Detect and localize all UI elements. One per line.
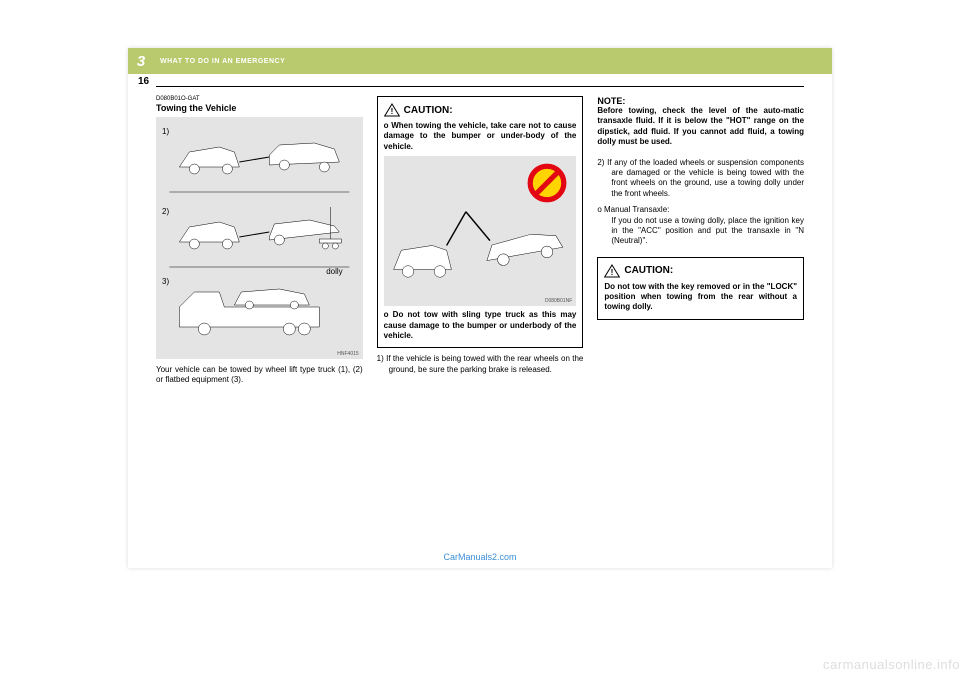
caution-text-1: o When towing the vehicle, take care not… <box>384 121 577 152</box>
doc-code: D080B01O-GAT <box>156 96 363 102</box>
column-3: NOTE: Before towing, check the level of … <box>597 96 804 548</box>
fig-label-3: 3) <box>162 277 169 286</box>
manual-transaxle-body: If you do not use a towing dolly, place … <box>611 216 804 247</box>
caution-box-1: ! CAUTION: o When towing the vehicle, ta… <box>377 96 584 348</box>
fig-label-1: 1) <box>162 127 169 136</box>
caution-header-1: ! CAUTION: <box>384 103 577 117</box>
sling-tow-figure: D080B01NF <box>384 156 577 306</box>
fig-label-dolly: dolly <box>326 267 342 276</box>
note-body: Before towing, check the level of the au… <box>597 106 804 148</box>
note-item-2: 2) If any of the loaded wheels or suspen… <box>597 158 804 200</box>
manual-page: 3 WHAT TO DO IN AN EMERGENCY 16 D080B01O… <box>128 48 832 568</box>
page-header: 3 WHAT TO DO IN AN EMERGENCY <box>128 48 832 74</box>
towing-methods-figure: 1) 2) 3) dolly <box>156 117 363 359</box>
note-item-1: 1) If the vehicle is being towed with th… <box>377 354 584 375</box>
prohibit-icon <box>526 162 568 204</box>
caution-text-2: o Do not tow with sling type truck as th… <box>384 310 577 341</box>
page-number: 16 <box>138 76 149 87</box>
section-title: Towing the Vehicle <box>156 103 363 113</box>
header-divider <box>156 86 804 87</box>
watermark: carmanualsonline.info <box>823 657 960 672</box>
caution-text-3: Do not tow with the key removed or in th… <box>604 282 797 313</box>
figure-code-2: D080B01NF <box>545 298 573 304</box>
footer-link[interactable]: CarManuals2.com <box>128 552 832 562</box>
caution-header-2: ! CAUTION: <box>604 264 797 278</box>
caution-box-2: ! CAUTION: Do not tow with the key remov… <box>597 257 804 320</box>
fig-label-2: 2) <box>162 207 169 216</box>
towing-diagram-svg <box>156 117 363 359</box>
figure-code-1: HNF4015 <box>337 351 358 357</box>
manual-transaxle-label: o Manual Transaxle: <box>597 205 669 214</box>
content-area: D080B01O-GAT Towing the Vehicle 1) 2) 3)… <box>156 96 804 548</box>
note-title: NOTE: <box>597 96 804 106</box>
caution-label-2: CAUTION: <box>624 265 673 276</box>
chapter-number: 3 <box>128 48 154 74</box>
warning-icon: ! <box>384 103 400 117</box>
warning-icon: ! <box>604 264 620 278</box>
col1-body-text: Your vehicle can be towed by wheel lift … <box>156 365 363 386</box>
svg-text:!: ! <box>611 268 614 277</box>
caution-label-1: CAUTION: <box>404 105 453 116</box>
note-item-manual: o Manual Transaxle: If you do not use a … <box>597 205 804 247</box>
column-1: D080B01O-GAT Towing the Vehicle 1) 2) 3)… <box>156 96 363 548</box>
chapter-title: WHAT TO DO IN AN EMERGENCY <box>154 48 832 74</box>
svg-text:!: ! <box>390 107 393 116</box>
column-2: ! CAUTION: o When towing the vehicle, ta… <box>377 96 584 548</box>
